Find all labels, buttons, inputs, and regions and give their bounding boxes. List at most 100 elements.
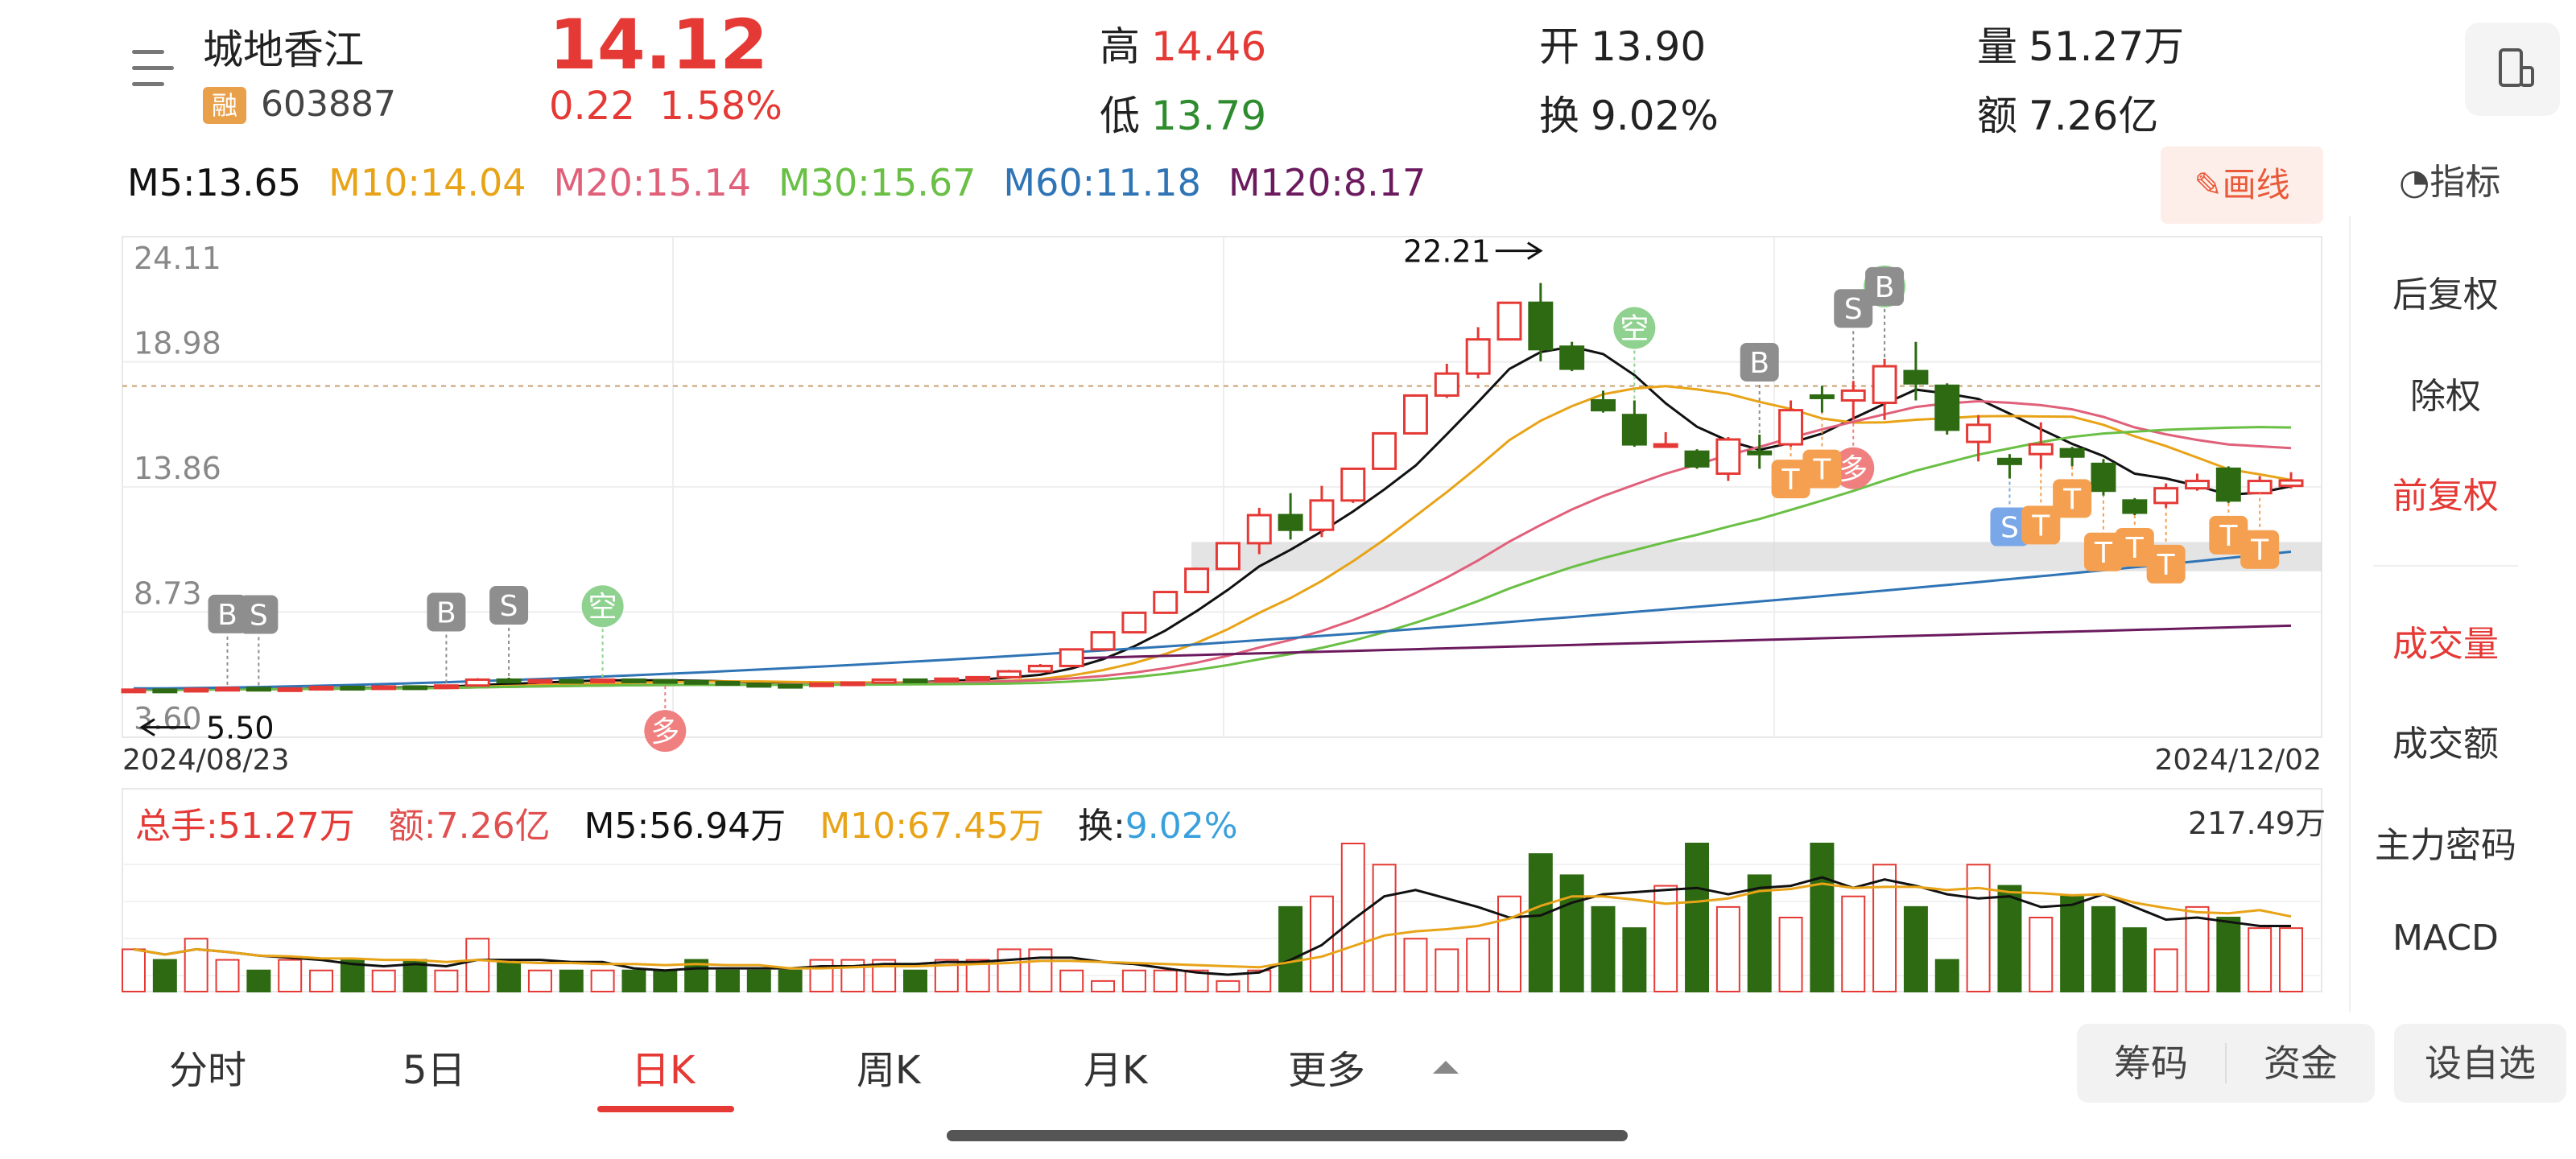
- ma-legend-item: M5:13.65: [127, 161, 302, 204]
- volume-bar: [746, 969, 771, 992]
- volume-bar: [1216, 980, 1241, 993]
- caret-up-icon: [1433, 1061, 1459, 1074]
- annotation-label: T: [1781, 464, 1801, 497]
- tab-4[interactable]: 月K: [1084, 1048, 1148, 1093]
- price-change: 0.22 1.58%: [549, 84, 782, 129]
- volume-bar: [122, 948, 146, 993]
- tab-3[interactable]: 周K: [857, 1048, 921, 1093]
- min-price-arrow: [139, 718, 190, 736]
- volume-bar: [1747, 874, 1772, 993]
- annotation-badge: [427, 592, 466, 632]
- volume-bar: [2279, 927, 2303, 992]
- side-menu-item[interactable]: 主力密码: [2375, 825, 2516, 866]
- volume-bar: [1778, 917, 1803, 992]
- volume-m5: M5:56.94万: [584, 806, 786, 847]
- annotation-label: T: [2250, 534, 2269, 567]
- candle: [1153, 591, 1179, 614]
- annotation-label: T: [2031, 509, 2050, 542]
- indicator-button[interactable]: ◔指标: [2399, 162, 2501, 203]
- menu-icon[interactable]: [121, 40, 185, 97]
- side-menu-item[interactable]: 前复权: [2392, 476, 2499, 517]
- annotation-label: B: [217, 599, 237, 632]
- candle: [652, 678, 678, 684]
- volume-bar: [1497, 895, 1521, 992]
- active-tab-indicator: [597, 1106, 734, 1112]
- candle: [2153, 487, 2179, 505]
- tab-0[interactable]: 分时: [169, 1048, 247, 1093]
- annotation-badge: [2240, 530, 2280, 569]
- volume-amount: 额:7.26亿: [388, 806, 551, 847]
- volume-bar: [903, 969, 927, 992]
- volume-bar: [1403, 938, 1428, 993]
- candle: [1684, 450, 1710, 468]
- annotation-label: T: [2094, 537, 2113, 570]
- volume-bar: [1872, 864, 1897, 993]
- annotation-badge: [644, 710, 687, 753]
- annotation-badge: [1834, 289, 1873, 328]
- candle: [746, 683, 772, 688]
- tab-5[interactable]: 更多: [1288, 1048, 1366, 1093]
- volume-bar: [809, 959, 834, 992]
- annotation-badge: [581, 585, 624, 628]
- annotation-label: S: [1844, 293, 1863, 326]
- funds-button[interactable]: 资金: [2264, 1041, 2338, 1085]
- tab-1[interactable]: 5日: [402, 1048, 466, 1093]
- max-price-arrow: [1495, 241, 1543, 260]
- side-menu-item[interactable]: 成交量: [2392, 624, 2499, 665]
- candle: [683, 679, 709, 685]
- candle: [715, 680, 741, 686]
- volume-bar: [715, 969, 740, 992]
- candle: [2059, 448, 2085, 458]
- candle: [2028, 443, 2054, 456]
- ma120-line: [1071, 624, 2292, 660]
- ma30-line: [133, 426, 2292, 691]
- volume-turnover: 9.02%: [1125, 806, 1238, 847]
- volume-bar: [1715, 905, 1740, 993]
- annotation-badge: [2209, 515, 2248, 555]
- annotation-badge: [1613, 307, 1656, 349]
- annotation-label: 空: [1620, 312, 1649, 345]
- annotation-badge: [2115, 528, 2154, 567]
- side-menu-item[interactable]: 后复权: [2392, 274, 2499, 316]
- min-price-label: 5.50: [206, 711, 275, 746]
- add-watchlist-button[interactable]: 设自选: [2394, 1024, 2566, 1103]
- ma-legend-item: M10:14.04: [328, 161, 526, 204]
- annotation-badge: [2053, 479, 2092, 518]
- draw-line-button[interactable]: ✎画线: [2161, 146, 2323, 224]
- rotate-screen-button[interactable]: [2465, 23, 2560, 116]
- volume-bar: [1153, 969, 1178, 992]
- annotation-badge: [1865, 266, 1905, 306]
- candle: [1372, 431, 1397, 470]
- candle: [965, 675, 991, 681]
- volume: 量 51.27万: [1977, 23, 2185, 70]
- annotation-label: T: [2157, 549, 2176, 582]
- candle: [1715, 438, 1741, 475]
- annotation-label: 多: [650, 716, 679, 749]
- candle: [1966, 423, 1992, 443]
- y-tick-label: 3.60: [134, 701, 202, 736]
- volume-legend: 总手:51.27万 额:7.26亿 M5:56.94万 M10:67.45万 换…: [135, 806, 1238, 847]
- stock-code: 603887: [261, 84, 396, 125]
- candle: [1653, 443, 1678, 448]
- y-tick-label: 13.86: [134, 451, 221, 486]
- annotation-label: B: [436, 596, 456, 629]
- side-menu-item[interactable]: MACD: [2392, 918, 2499, 959]
- candle: [1809, 394, 1835, 399]
- volume-bar: [1934, 959, 1959, 992]
- annotation-badge: [1771, 460, 1810, 499]
- volume-bar: [778, 969, 803, 992]
- x-end-label: 2024/12/02: [2155, 744, 2322, 777]
- side-menu-item[interactable]: 除权: [2410, 376, 2481, 417]
- amount: 额 7.26亿: [1977, 93, 2159, 139]
- volume-bar: [1435, 948, 1459, 993]
- ma5-line: [133, 345, 2292, 691]
- candle: [1246, 514, 1272, 545]
- side-menu-item[interactable]: 成交额: [2392, 724, 2499, 765]
- volume-bar: [2185, 905, 2210, 993]
- chips-button[interactable]: 筹码: [2114, 1041, 2188, 1085]
- volume-bar: [2029, 917, 2054, 992]
- volume-bar: [2216, 917, 2241, 992]
- tab-2[interactable]: 日K: [631, 1048, 696, 1093]
- candle: [778, 683, 803, 689]
